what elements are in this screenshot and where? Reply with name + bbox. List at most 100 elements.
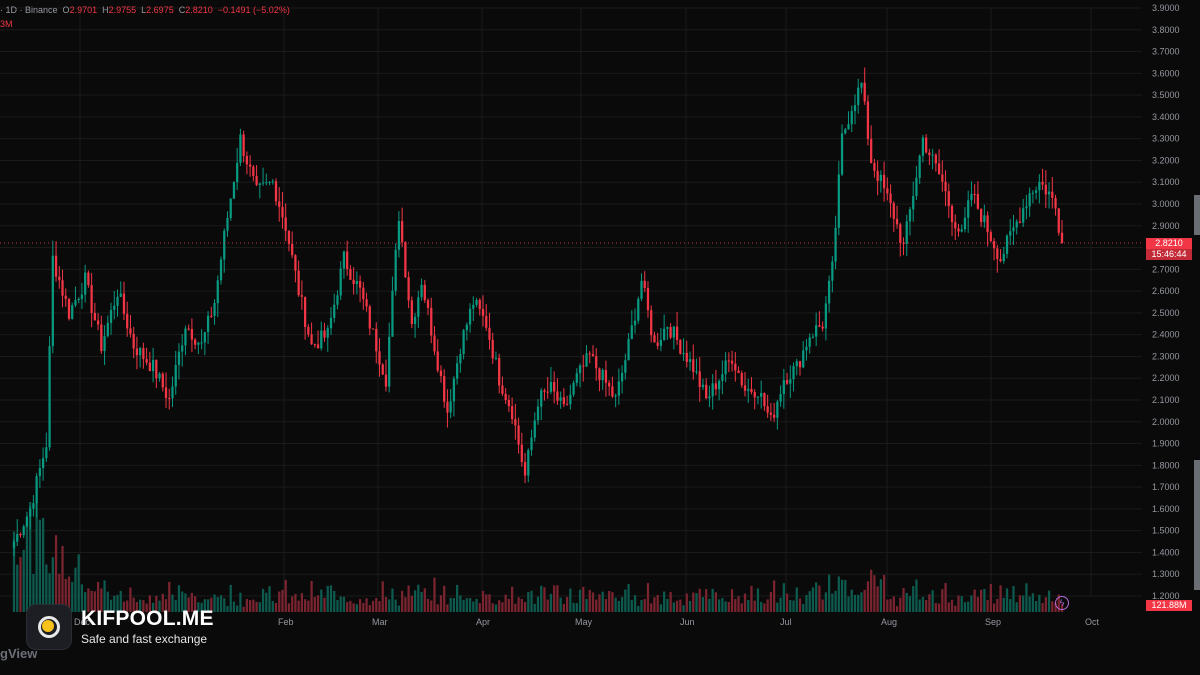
volume-bar — [135, 602, 139, 612]
candle-body — [886, 188, 889, 194]
candle-body — [520, 444, 523, 463]
volume-bar — [139, 599, 142, 612]
candle-body — [248, 164, 252, 167]
candle-body — [756, 396, 760, 398]
candle-body — [536, 406, 540, 421]
candle-body — [595, 356, 598, 369]
candle-body — [329, 317, 333, 329]
volume-bar — [109, 599, 113, 612]
candle-body — [562, 397, 566, 405]
volume-bar — [650, 603, 653, 612]
volume-tag: 121.88M — [1146, 600, 1192, 611]
candle-body — [844, 129, 847, 134]
candle-body — [242, 134, 245, 156]
candle-body — [954, 222, 957, 229]
low-value: 2.6975 — [146, 5, 174, 15]
candle-body — [303, 296, 307, 327]
volume-bar — [420, 592, 423, 612]
candle-body — [724, 360, 727, 375]
candle-body — [857, 87, 860, 106]
candle-body — [730, 360, 734, 364]
scroll-edge[interactable] — [1194, 195, 1200, 235]
candle-body — [792, 366, 795, 380]
volume-bar — [795, 587, 798, 612]
volume-bar — [905, 592, 908, 612]
volume-bar — [145, 603, 148, 612]
candle-body — [782, 380, 785, 394]
volume-bar — [449, 597, 452, 612]
candle-body — [371, 328, 375, 330]
candle-body — [239, 134, 242, 163]
candle-body — [362, 287, 365, 300]
y-tick-label: 2.0000 — [1152, 417, 1180, 427]
candle-body — [918, 155, 921, 178]
candle-body — [494, 357, 498, 359]
candle-body — [443, 376, 446, 402]
candle-body — [837, 174, 840, 228]
volume-bar — [87, 588, 90, 612]
volume-bar — [523, 602, 527, 612]
volume-bar — [737, 596, 740, 612]
volume-bar — [216, 596, 219, 612]
candle-body — [763, 393, 766, 407]
volume-bar — [1031, 593, 1035, 612]
candle-body — [510, 406, 514, 420]
flash-icon[interactable]: ϟ — [1055, 596, 1069, 610]
candle-body — [873, 163, 876, 171]
volume-bar — [850, 589, 853, 612]
candle-body — [549, 382, 553, 392]
y-tick-label: 2.5000 — [1152, 308, 1180, 318]
volume-bar — [248, 600, 252, 612]
volume-bar — [996, 598, 999, 612]
volume-bar — [181, 591, 184, 612]
candle-body — [840, 133, 844, 175]
candle-body — [139, 348, 142, 356]
volume-bar — [119, 590, 122, 612]
y-tick-label: 1.7000 — [1152, 482, 1180, 492]
candle-body — [294, 255, 297, 271]
volume-bar — [588, 589, 591, 612]
volume-bar — [358, 599, 362, 612]
candle-body — [614, 395, 617, 397]
candle-body — [853, 105, 857, 112]
volume-bar — [734, 598, 737, 612]
candle-body — [155, 359, 158, 379]
volume-bar — [1044, 597, 1047, 612]
candle-body — [430, 307, 433, 336]
candle-body — [171, 386, 174, 399]
candle-body — [333, 304, 336, 318]
candle-body — [38, 468, 42, 477]
candle-body — [973, 193, 976, 195]
candle-body — [543, 390, 546, 392]
volume-bar — [410, 595, 413, 612]
volume-bar — [213, 594, 216, 612]
candle-body — [627, 338, 630, 361]
candle-body — [1009, 231, 1012, 236]
volume-legend: 3M — [0, 19, 13, 29]
candle-body — [740, 373, 743, 386]
y-tick-label: 2.7000 — [1152, 264, 1180, 274]
y-tick-label: 3.3000 — [1152, 134, 1180, 144]
candle-body — [177, 351, 181, 366]
tradingview-logo: gView — [0, 646, 38, 661]
volume-bar — [443, 585, 446, 612]
volume-bar — [688, 600, 692, 612]
volume-bar — [271, 601, 274, 612]
volume-bar — [278, 591, 281, 612]
candle-body — [203, 332, 206, 343]
candle-body — [436, 351, 439, 371]
candle-body — [983, 215, 986, 223]
volume-bar — [1002, 597, 1005, 612]
volume-bar — [336, 600, 339, 612]
candle-body — [805, 346, 808, 351]
volume-bar — [779, 597, 782, 612]
candle-body — [151, 359, 155, 372]
candle-body — [378, 351, 381, 365]
y-tick-label: 1.5000 — [1152, 526, 1180, 536]
volume-bar — [604, 599, 608, 612]
volume-bar — [983, 588, 986, 612]
scroll-edge-lower[interactable] — [1194, 460, 1200, 590]
volume-bar — [931, 590, 934, 612]
